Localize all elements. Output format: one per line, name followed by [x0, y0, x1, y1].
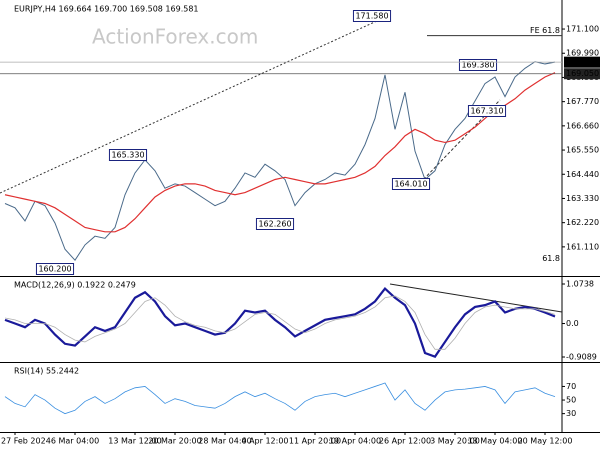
price-annotation-box	[35, 263, 75, 275]
x-tick-label: 28 Mar 04:00	[198, 437, 251, 446]
trend-line	[0, 14, 391, 194]
x-tick-label: 3 May 20:00	[430, 437, 480, 446]
price-label: 169.581	[566, 58, 599, 67]
macd-trend-line	[389, 283, 563, 313]
price-annotation: 169.380	[461, 61, 494, 70]
x-tick-label: 20 May 12:00	[518, 437, 573, 446]
price-annotation-box	[458, 59, 498, 71]
price-label-box	[564, 68, 600, 80]
series-line	[4, 295, 556, 350]
fib-label: 61.8	[542, 254, 560, 263]
y-tick-label: -0.9089	[566, 352, 597, 361]
y-tick-label: 70	[566, 382, 576, 391]
price-annotation: 165.330	[111, 151, 144, 160]
x-tick-label: 4 Apr 12:00	[241, 437, 288, 446]
y-tick-label: 167.770	[566, 97, 599, 106]
y-tick-label: 166.660	[566, 121, 599, 130]
price-label: 169.050	[566, 69, 599, 78]
price-annotation-box	[352, 10, 392, 22]
y-tick-label: 164.440	[566, 170, 599, 179]
price-annotation: 167.310	[470, 107, 503, 116]
watermark: ActionForex.com	[92, 25, 258, 49]
series-line	[4, 61, 556, 261]
x-tick-label: 26 Apr 12:00	[379, 437, 431, 446]
series-line	[4, 72, 556, 233]
price-annotation: 162.260	[258, 220, 291, 229]
price-annotation: 171.580	[355, 12, 388, 21]
y-tick-label: 165.550	[566, 146, 599, 155]
x-tick-label: 13 May 04:00	[468, 437, 523, 446]
y-tick-label: 162.220	[566, 218, 599, 227]
x-tick-label: 11 Apr 20:00	[289, 437, 341, 446]
y-tick-label: 163.330	[566, 194, 599, 203]
price-annotation-box	[467, 105, 507, 117]
x-tick-label: 20 Mar 20:00	[148, 437, 201, 446]
x-tick-label: 19 Apr 04:00	[329, 437, 381, 446]
x-tick-label: 27 Feb 2024	[1, 437, 51, 446]
series-line	[4, 382, 556, 415]
y-tick-label: 30	[566, 409, 576, 418]
panel-title: EURJPY,H4 169.664 169.700 169.508 169.58…	[14, 5, 199, 14]
series-line	[4, 286, 556, 358]
fib-label: FE 61.8	[530, 26, 560, 35]
price-annotation-box	[391, 178, 431, 190]
panel-title: RSI(14) 55.2442	[14, 367, 79, 376]
x-tick-label: 13 Mar 12:00	[108, 437, 161, 446]
price-annotation: 160.200	[38, 265, 71, 274]
y-tick-label: 0.0	[566, 319, 579, 328]
y-tick-label: 169.990	[566, 49, 599, 58]
x-tick-label: 6 Mar 04:00	[51, 437, 99, 446]
price-annotation-box	[255, 218, 295, 230]
price-label-box	[564, 56, 600, 68]
y-tick-label: 161.110	[566, 242, 599, 251]
y-tick-label: 50	[566, 396, 576, 405]
price-annotation: 164.010	[394, 180, 427, 189]
panel-title: MACD(12,26,9) 0.1922 0.2479	[14, 281, 136, 290]
y-tick-label: 171.100	[566, 25, 599, 34]
price-annotation-box	[108, 149, 148, 161]
y-tick-label: 1.0738	[566, 280, 594, 289]
